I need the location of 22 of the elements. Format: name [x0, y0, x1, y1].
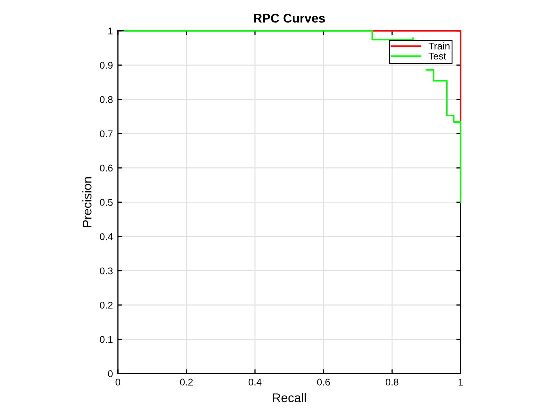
y-tick-label: 0.2: [100, 302, 113, 309]
legend-label: Test: [428, 53, 446, 60]
y-tick-label: 0.3: [100, 268, 113, 275]
y-tick-label: 0.7: [100, 130, 113, 138]
x-tick-label: 0.8: [386, 378, 399, 386]
chart-title: RPC Curves: [254, 14, 326, 23]
x-tick-label: 0.2: [180, 378, 193, 386]
y-tick-label: 0.5: [100, 199, 113, 206]
x-tick-label: 0.6: [317, 378, 330, 386]
y-tick-label: 1: [108, 28, 113, 35]
y-tick-label: 0.4: [100, 233, 114, 240]
y-tick-label: 0.6: [100, 164, 113, 172]
legend-label: Train: [428, 42, 450, 50]
x-axis-title: Recall: [273, 393, 306, 402]
x-tick-label: 0: [116, 378, 120, 386]
x-tick-label: 1: [458, 379, 464, 386]
y-tick-label: 0.1: [100, 336, 113, 344]
x-tick-label: 0.4: [248, 378, 262, 386]
y-tick-label: 0: [108, 370, 113, 378]
y-tick-label: 0.8: [100, 96, 113, 104]
y-axis-title: Precision: [82, 178, 92, 228]
y-tick-label: 0.9: [100, 62, 113, 69]
